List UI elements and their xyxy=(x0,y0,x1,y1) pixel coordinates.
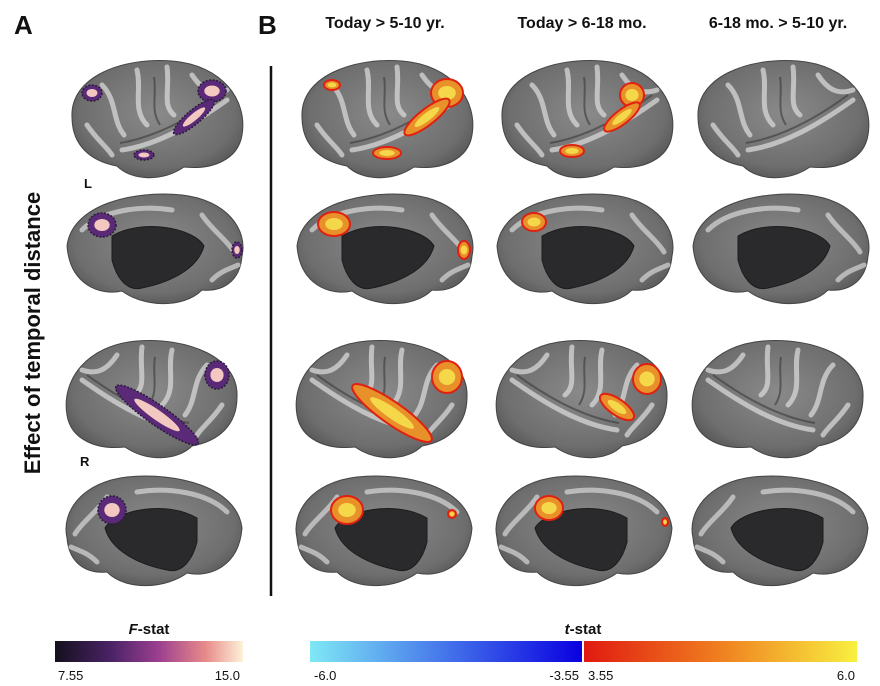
cortex-surface xyxy=(502,60,673,177)
brain xyxy=(66,340,237,457)
colorbar-tick: 15.0 xyxy=(215,668,240,683)
activation-core xyxy=(139,153,150,158)
activation-core xyxy=(104,503,119,517)
hemisphere-label: R xyxy=(80,454,90,469)
brain xyxy=(693,194,869,304)
activation-core xyxy=(87,89,98,97)
brain xyxy=(297,194,473,304)
column-header: Today > 5-10 yr. xyxy=(325,15,444,32)
brain xyxy=(502,60,673,177)
cortex-surface xyxy=(692,476,868,586)
cortex-surface xyxy=(692,340,863,457)
activation-core xyxy=(527,218,540,227)
brain xyxy=(496,340,667,457)
colorbar-tick: -6.0 xyxy=(314,668,336,683)
brain xyxy=(692,340,863,457)
activation-core xyxy=(338,503,356,517)
brain xyxy=(698,60,869,177)
activation-core xyxy=(439,369,456,385)
cortex-surface xyxy=(67,194,243,304)
activation-core xyxy=(325,218,343,230)
panel-label: A xyxy=(14,10,33,40)
f-colorbar xyxy=(55,641,243,662)
activation-core xyxy=(94,219,109,231)
activation-core xyxy=(210,368,223,382)
activation-core xyxy=(450,512,454,516)
suffix: -stat xyxy=(570,621,602,638)
brain xyxy=(496,476,672,586)
cortex-surface xyxy=(698,60,869,177)
t-colorbar-positive xyxy=(584,641,857,662)
activation-core xyxy=(625,89,638,101)
column-header: Today > 6-18 mo. xyxy=(517,15,646,32)
row-label: Effect of temporal distance xyxy=(20,192,45,474)
colorbar-tick: 7.55 xyxy=(58,668,83,683)
activation-core xyxy=(565,148,578,154)
cortex-surface xyxy=(496,476,672,586)
cortex-surface xyxy=(66,476,242,586)
activation-core xyxy=(663,520,666,524)
cortex-surface xyxy=(496,340,667,457)
cortex-surface xyxy=(497,194,673,304)
brain xyxy=(302,60,473,177)
t-colorbar-negative xyxy=(310,641,582,662)
colorbar-title: F-stat xyxy=(129,621,170,638)
cortex-surface xyxy=(72,60,243,177)
panel-label: B xyxy=(258,10,277,40)
activation-core xyxy=(541,502,556,514)
cortex-surface xyxy=(693,194,869,304)
brain xyxy=(497,194,673,304)
brain xyxy=(692,476,868,586)
brain xyxy=(296,476,472,586)
cortex-surface xyxy=(297,194,473,304)
activation-core xyxy=(639,372,654,387)
cortex-surface xyxy=(296,476,472,586)
column-header: 6-18 mo. > 5-10 yr. xyxy=(709,15,847,32)
brain xyxy=(72,60,243,177)
activation-core xyxy=(234,246,240,254)
brain xyxy=(67,194,243,304)
brain-grid xyxy=(66,60,869,585)
brain xyxy=(66,476,242,586)
cortex-surface xyxy=(66,340,237,457)
colorbar-tick: -3.55 xyxy=(549,668,579,683)
colorbar-tick: 3.55 xyxy=(588,668,613,683)
brain xyxy=(296,340,467,457)
colorbar-title: t-stat xyxy=(565,621,602,638)
activation-core xyxy=(379,150,394,156)
activation-core xyxy=(204,86,219,97)
activation-core xyxy=(461,246,468,255)
activation-core xyxy=(328,83,337,88)
suffix: -stat xyxy=(138,621,170,638)
figure: A B Today > 5-10 yr. Today > 6-18 mo. 6-… xyxy=(0,0,880,686)
colorbar-tick: 6.0 xyxy=(837,668,855,683)
hemisphere-label: L xyxy=(84,176,92,191)
